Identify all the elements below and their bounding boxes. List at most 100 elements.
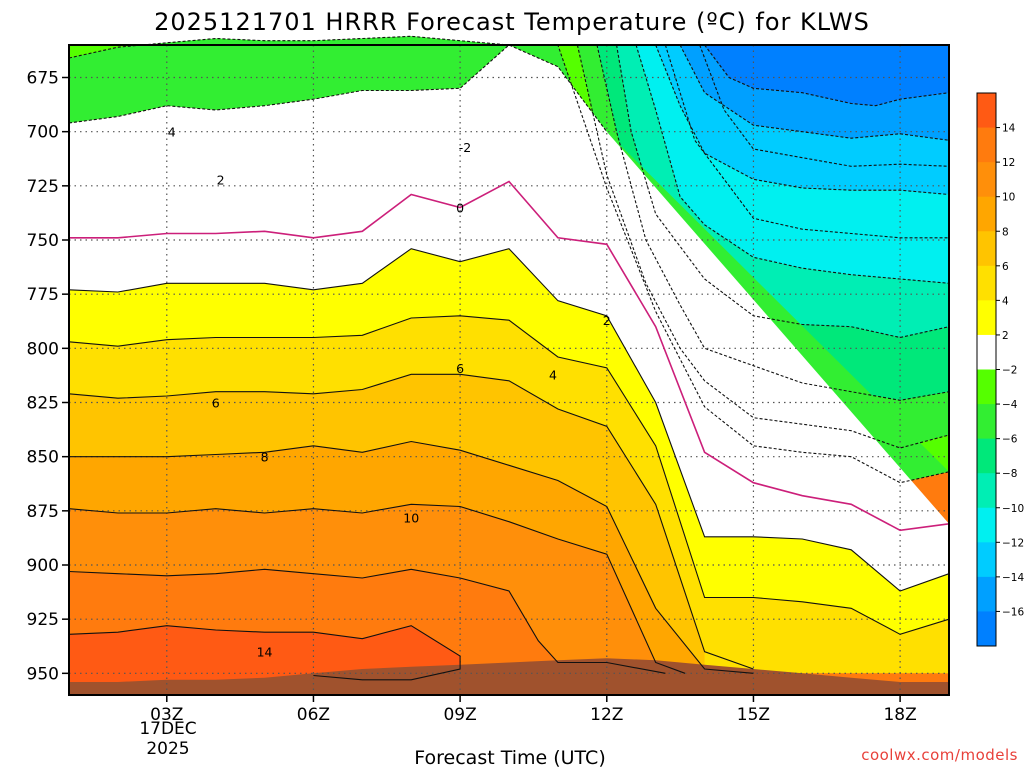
- contour-line-m14: [679, 44, 950, 141]
- colorbar-swatch-12: [977, 507, 996, 543]
- colorbar-swatch-13: [977, 542, 996, 578]
- contour-line-p8: [69, 440, 754, 674]
- band-plus6-plus8: [69, 374, 754, 674]
- colorbar-label-8: −4: [1002, 399, 1018, 411]
- contour-line-m15: [699, 44, 950, 167]
- colorbar-swatch-2: [977, 162, 996, 198]
- credit-text: coolwx.com/models: [861, 746, 1018, 764]
- terrain-surface: [69, 658, 949, 695]
- y-tick-label-3: 750: [27, 231, 59, 251]
- contour-label-1: 2: [217, 172, 225, 187]
- contour-label-8: 8: [261, 450, 269, 465]
- band-minus14-minus12: [655, 45, 949, 195]
- x-tick-label-4: 15Z: [737, 705, 770, 725]
- colorbar-label-11: −10: [1002, 503, 1024, 515]
- band-minus6-minus4: [577, 45, 949, 448]
- band-plus8-plus10: [69, 441, 754, 674]
- colorbar-label-9: −6: [1002, 434, 1018, 446]
- contour-label-5: 4: [549, 367, 557, 382]
- x-tick-label-3: 12Z: [590, 705, 623, 725]
- contour-line-p4: [68, 315, 950, 635]
- band-plus4-east: [704, 597, 949, 674]
- colorbar-swatch-4: [977, 231, 996, 267]
- contour-line-m6: [596, 44, 950, 401]
- colorbar-label-12: −12: [1002, 537, 1024, 549]
- colorbar-swatch-6: [977, 300, 996, 336]
- x-tick-label-1: 06Z: [297, 705, 330, 725]
- colorbar-swatch-15: [977, 611, 996, 647]
- y-tick-label-0: 675: [27, 69, 59, 89]
- colorbar-label-5: 4: [1002, 295, 1009, 307]
- chart-title: 2025121701 HRRR Forecast Temperature (ºC…: [154, 8, 870, 36]
- contour-line-p6: [68, 373, 754, 670]
- colorbar-label-0: 14: [1002, 123, 1016, 135]
- x-axis: 03Z 06Z 09Z 12Z 15Z 18Z: [150, 695, 917, 725]
- colorbar-label-2: 10: [1002, 192, 1015, 204]
- y-axis: 675 700 725 750 775 800 825 850 875 900 925 950: [27, 69, 69, 684]
- x-tick-label-2: 09Z: [443, 705, 476, 725]
- colorbar-label-1: 12: [1002, 157, 1015, 169]
- y-tick-label-2: 725: [27, 177, 59, 197]
- y-tick-label-1: 700: [27, 123, 59, 143]
- band-minus16-minus14: [680, 45, 949, 141]
- band-minus2-zero: [69, 45, 949, 531]
- contour-label-9: 10: [403, 510, 419, 525]
- band-minus12-minus10: [636, 45, 949, 284]
- x-axis-label: Forecast Time (UTC): [414, 747, 605, 768]
- colorbar-swatch-7: [977, 334, 996, 370]
- colorbar-swatch-1: [977, 127, 996, 163]
- contour-line-p10: [68, 503, 686, 674]
- colorbar: 14 12 10 8 6 4 2 −2 −4 −6 −8 −10 −12 −14 −16: [976, 92, 1024, 647]
- contour-line-p14: [68, 625, 461, 681]
- x-date-label-day: 17DEC: [139, 719, 196, 739]
- contour-label-0: 4: [168, 125, 176, 140]
- contour-label-6: 6: [456, 361, 464, 376]
- contour-line-m8: [616, 44, 950, 339]
- plot-area: [69, 36, 949, 695]
- x-tick-label-0: 03Z: [150, 705, 183, 725]
- contour-line-z: [69, 180, 950, 532]
- y-tick-label-8: 875: [27, 502, 59, 522]
- band-below-minus16: [69, 45, 949, 106]
- x-tick-label-5: 18Z: [883, 705, 916, 725]
- colorbar-swatch-8: [977, 369, 996, 405]
- contour-labels: 4 2 -2 0 2 4 6 6 8 10 14: [168, 125, 611, 660]
- contour-label-4: 2: [603, 313, 611, 328]
- y-tick-label-9: 900: [27, 556, 59, 576]
- colorbar-swatch-3: [977, 196, 996, 232]
- colorbar-label-13: −14: [1002, 572, 1024, 584]
- colorbar-swatch-0: [977, 93, 996, 129]
- contour-line-m4: [576, 44, 950, 449]
- colorbar-label-7: −2: [1002, 365, 1017, 377]
- x-date-label-year: 2025: [146, 739, 189, 759]
- colorbar-swatch-14: [977, 576, 996, 612]
- colorbar-swatch-11: [977, 473, 996, 509]
- band-plus2-east: [704, 536, 949, 635]
- contour-label-3: 0: [456, 201, 464, 216]
- grid-lines: [69, 45, 949, 695]
- contour-label-7: 6: [212, 396, 220, 411]
- contour-line-p12: [68, 568, 666, 674]
- band-plus10-plus12: [69, 504, 685, 674]
- colorbar-label-4: 6: [1002, 261, 1009, 273]
- y-tick-label-11: 950: [27, 664, 59, 684]
- y-tick-label-10: 925: [27, 610, 59, 630]
- contour-label-10: 14: [257, 645, 273, 660]
- contour-line-m16: [704, 44, 950, 107]
- plot-frame: [68, 44, 950, 696]
- colorbar-swatch-9: [977, 404, 996, 440]
- colorbar-label-3: 8: [1002, 226, 1009, 238]
- y-tick-label-7: 850: [27, 448, 59, 468]
- y-tick-label-5: 800: [27, 339, 59, 359]
- contour-label-2: -2: [459, 140, 471, 155]
- colorbar-label-14: −16: [1002, 606, 1024, 618]
- colorbar-label-6: 2: [1002, 330, 1009, 342]
- y-tick-label-6: 825: [27, 394, 59, 414]
- band-zero-plus2: [69, 181, 949, 591]
- contour-line-m10: [635, 44, 950, 284]
- y-tick-label-4: 775: [27, 285, 59, 305]
- contour-line-p2: [68, 248, 950, 592]
- colorbar-label-10: −8: [1002, 468, 1017, 480]
- colorbar-swatch-5: [977, 265, 996, 301]
